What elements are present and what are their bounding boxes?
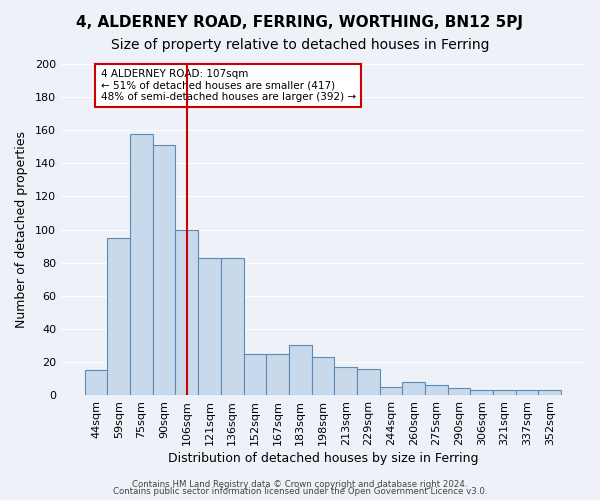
Bar [380, 387, 403, 395]
Text: Size of property relative to detached houses in Ferring: Size of property relative to detached ho… [111, 38, 489, 52]
Bar [334, 367, 357, 395]
Bar [311, 357, 334, 395]
Bar [516, 390, 538, 395]
Bar [425, 385, 448, 395]
Bar [470, 390, 493, 395]
Bar [448, 388, 470, 395]
Bar [493, 390, 516, 395]
Bar [107, 238, 130, 395]
Bar [244, 354, 266, 395]
Bar [221, 258, 244, 395]
Bar [130, 134, 153, 395]
Bar [153, 145, 175, 395]
X-axis label: Distribution of detached houses by size in Ferring: Distribution of detached houses by size … [168, 452, 478, 465]
Y-axis label: Number of detached properties: Number of detached properties [15, 131, 28, 328]
Bar [538, 390, 561, 395]
Bar [198, 258, 221, 395]
Text: 4 ALDERNEY ROAD: 107sqm
← 51% of detached houses are smaller (417)
48% of semi-d: 4 ALDERNEY ROAD: 107sqm ← 51% of detache… [101, 69, 356, 102]
Text: 4, ALDERNEY ROAD, FERRING, WORTHING, BN12 5PJ: 4, ALDERNEY ROAD, FERRING, WORTHING, BN1… [77, 15, 523, 30]
Bar [175, 230, 198, 395]
Bar [266, 354, 289, 395]
Bar [357, 368, 380, 395]
Bar [85, 370, 107, 395]
Bar [403, 382, 425, 395]
Bar [289, 346, 311, 395]
Text: Contains HM Land Registry data © Crown copyright and database right 2024.: Contains HM Land Registry data © Crown c… [132, 480, 468, 489]
Text: Contains public sector information licensed under the Open Government Licence v3: Contains public sector information licen… [113, 487, 487, 496]
